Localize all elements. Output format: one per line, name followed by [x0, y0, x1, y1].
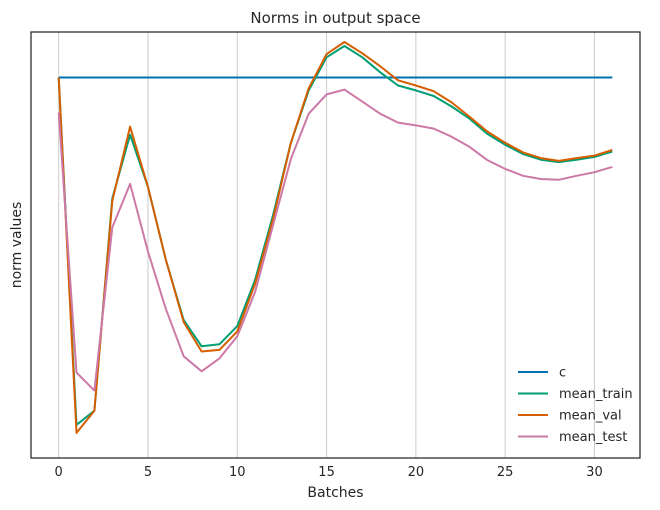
x-tick-label: 20: [408, 465, 425, 480]
legend-label: c: [559, 366, 566, 381]
legend-label: mean_test: [559, 430, 627, 445]
chart-title: Norms in output space: [250, 9, 420, 27]
x-tick-label: 10: [229, 465, 246, 480]
x-tick-labels: 0 5 10 15 20 25 30: [55, 465, 603, 480]
series-line-mean-test: [57, 88, 613, 392]
series-line-mean-val: [57, 41, 613, 434]
legend-label: mean_val: [559, 409, 622, 424]
series-lines: [57, 41, 613, 434]
x-tick-label: 15: [318, 465, 335, 480]
vertical-grid: [58, 32, 595, 458]
x-tick-label: 25: [497, 465, 514, 480]
legend: c mean_train mean_val mean_test: [518, 366, 633, 445]
legend-label: mean_train: [559, 387, 633, 402]
x-tick-label: 0: [55, 465, 63, 480]
plot-frame: [30, 31, 641, 459]
x-tick-label: 5: [144, 465, 152, 480]
x-tick-label: 30: [586, 465, 603, 480]
x-axis-label: Batches: [307, 485, 363, 501]
y-axis-label: norm values: [9, 202, 25, 289]
